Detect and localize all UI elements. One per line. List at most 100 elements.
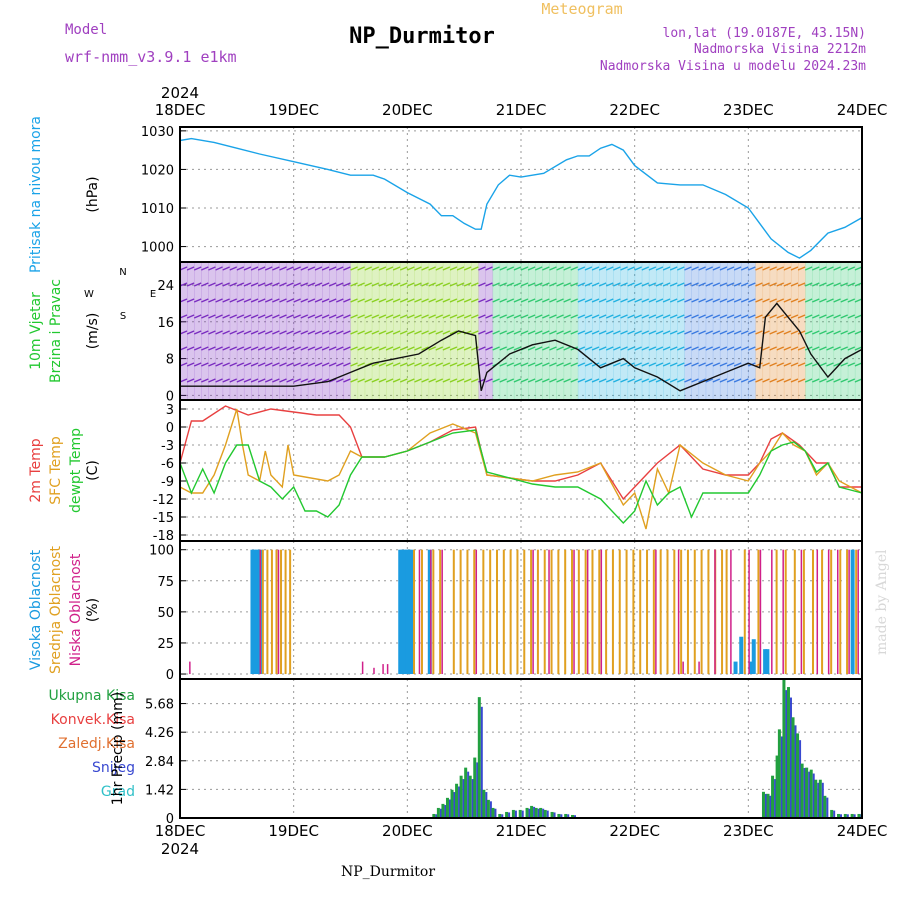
wind-barb bbox=[407, 282, 415, 287]
temperature-ytick-label: -9 bbox=[161, 475, 174, 490]
wind-barb-field bbox=[499, 262, 508, 400]
wind-barb bbox=[691, 314, 699, 319]
wind-barb bbox=[307, 378, 316, 383]
location-coords: lon,lat (19.0187E, 43.15N) bbox=[663, 26, 867, 41]
temperature-ytick-label: -18 bbox=[153, 529, 174, 544]
wind-barb bbox=[435, 346, 444, 351]
wind-barb bbox=[279, 266, 287, 271]
wind-barb bbox=[577, 362, 586, 367]
wind-barb bbox=[257, 330, 266, 335]
precip-bar-snow bbox=[462, 779, 465, 818]
wind-barb bbox=[854, 298, 863, 303]
wind-barb bbox=[826, 314, 834, 319]
wind-barb bbox=[229, 314, 238, 319]
wind-barb bbox=[833, 362, 841, 367]
wind-barb bbox=[762, 378, 770, 383]
wind-barb-field bbox=[826, 262, 835, 400]
wind-barb bbox=[726, 362, 735, 367]
compass-w: W bbox=[84, 289, 94, 300]
wind-barb bbox=[506, 346, 515, 351]
wind-barb bbox=[407, 314, 415, 319]
wind-barb bbox=[776, 314, 785, 319]
precip-bar-total bbox=[455, 783, 459, 818]
wind-barb bbox=[279, 330, 287, 335]
wind-barb bbox=[506, 298, 515, 303]
wind-barb-field bbox=[229, 262, 238, 400]
wind-barb bbox=[684, 282, 692, 287]
wind-barb bbox=[826, 330, 834, 335]
wind-barb bbox=[478, 282, 486, 287]
cloud-bar-mid bbox=[855, 549, 858, 675]
wind-barb bbox=[748, 346, 756, 351]
wind-barb bbox=[847, 330, 856, 335]
wind-barb bbox=[492, 266, 500, 271]
precip-bar-snow bbox=[839, 814, 842, 818]
wind-barb bbox=[392, 282, 401, 287]
precip-bar-snow bbox=[435, 814, 438, 818]
wind-barb bbox=[407, 362, 415, 367]
cloud-bar-high bbox=[402, 549, 407, 675]
temperature-panel bbox=[179, 399, 863, 542]
cloud-bar-low bbox=[382, 664, 384, 675]
wind-barb-field bbox=[769, 262, 778, 400]
wind-barb bbox=[854, 282, 863, 287]
wind-barb bbox=[229, 330, 238, 335]
wind-barb bbox=[492, 378, 500, 383]
wind-barb bbox=[790, 378, 799, 383]
precip-bar-snow bbox=[833, 810, 836, 818]
wind-barb bbox=[577, 314, 586, 319]
wind-barb bbox=[542, 266, 550, 271]
precip-bar-snow bbox=[494, 808, 497, 818]
wind-barb bbox=[463, 346, 472, 351]
wind-barb bbox=[435, 362, 444, 367]
wind-barb bbox=[776, 346, 785, 351]
cloud-bar-mid bbox=[659, 549, 662, 675]
precip-bar-snow bbox=[476, 762, 479, 818]
wind-barb bbox=[328, 298, 337, 303]
wind-barb bbox=[613, 330, 621, 335]
cloud-bar-low bbox=[386, 664, 389, 675]
wind-barb bbox=[357, 282, 365, 287]
wind-barb bbox=[336, 298, 344, 303]
wind-barb bbox=[492, 346, 500, 351]
wind-barb bbox=[357, 330, 365, 335]
wind-barb bbox=[598, 362, 607, 367]
precip-legend-2: Zaledj.Kisa bbox=[58, 736, 135, 752]
wind-barb bbox=[279, 362, 287, 367]
cloud-bar-high bbox=[409, 549, 414, 675]
wind-barb bbox=[634, 282, 642, 287]
cloud-bar-mid bbox=[571, 549, 574, 675]
wind-barb bbox=[428, 362, 436, 367]
wind-barb bbox=[847, 298, 856, 303]
wind-barb bbox=[669, 346, 678, 351]
wind-barb bbox=[634, 362, 642, 367]
clouds-ytick-label: 75 bbox=[157, 575, 174, 590]
wind-barb bbox=[456, 298, 465, 303]
wind-barb bbox=[712, 282, 721, 287]
wind-barb bbox=[513, 330, 522, 335]
wind-barb bbox=[343, 266, 351, 271]
wind-barb bbox=[549, 330, 557, 335]
wind-barb bbox=[328, 378, 337, 383]
wind-barb bbox=[648, 282, 657, 287]
wind-barb bbox=[343, 378, 351, 383]
wind-barb bbox=[399, 282, 408, 287]
wind-barb bbox=[570, 378, 579, 383]
wind-barb bbox=[591, 282, 600, 287]
clouds-ytick-label: 25 bbox=[157, 637, 174, 652]
wind-barb bbox=[776, 266, 785, 271]
wind-barb-field bbox=[286, 262, 295, 400]
wind-barb bbox=[627, 282, 635, 287]
wind-barb bbox=[712, 346, 721, 351]
wind-barb bbox=[336, 346, 344, 351]
wind-barb bbox=[385, 378, 394, 383]
temperature-ytick-label: 0 bbox=[166, 421, 174, 436]
precip-bar-snow bbox=[501, 814, 504, 818]
wind-barb bbox=[478, 298, 486, 303]
wind-barb bbox=[343, 362, 351, 367]
wind-barb bbox=[563, 266, 571, 271]
wind-barb bbox=[598, 314, 607, 319]
wind-barb bbox=[364, 346, 372, 351]
wind-barb bbox=[577, 282, 586, 287]
wind-barb bbox=[662, 298, 671, 303]
